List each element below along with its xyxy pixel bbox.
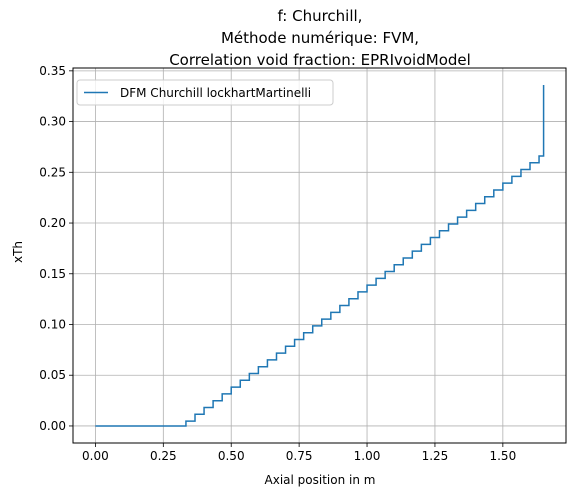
y-tick-label: 0.05 — [39, 368, 66, 382]
chart-title: f: Churchill, Méthode numérique: FVM, Co… — [169, 7, 471, 69]
x-axis-ticks: 0.00 0.25 0.50 0.75 1.00 1.25 1.50 — [82, 443, 516, 463]
y-tick-label: 0.35 — [39, 64, 66, 78]
legend-box — [76, 79, 334, 106]
grid — [73, 68, 566, 443]
title-line-1: f: Churchill, — [278, 7, 363, 25]
y-tick-label: 0.25 — [39, 165, 66, 179]
x-tick-label: 1.25 — [422, 449, 449, 463]
series-layer — [95, 85, 545, 427]
y-tick-label: 0.15 — [39, 267, 66, 281]
x-tick-label: 0.00 — [82, 449, 109, 463]
legend: DFM Churchill lockhartMartinelli — [76, 79, 334, 106]
legend-label: DFM Churchill lockhartMartinelli — [120, 86, 311, 100]
y-tick-label: 0.20 — [39, 216, 66, 230]
series-line — [95, 85, 545, 427]
x-tick-label: 0.25 — [150, 449, 177, 463]
y-axis-label: xTh — [11, 241, 25, 263]
x-tick-label: 0.75 — [286, 449, 313, 463]
x-axis-label: Axial position in m — [265, 473, 376, 487]
y-tick-label: 0.00 — [39, 419, 66, 433]
x-tick-label: 0.50 — [218, 449, 245, 463]
title-line-3: Correlation void fraction: EPRIvoidModel — [169, 51, 471, 69]
x-tick-label: 1.50 — [489, 449, 516, 463]
y-tick-label: 0.30 — [39, 115, 66, 129]
plot-frame — [72, 67, 567, 444]
title-line-2: Méthode numérique: FVM, — [221, 29, 419, 47]
y-tick-label: 0.10 — [39, 317, 66, 331]
x-tick-label: 1.00 — [354, 449, 381, 463]
y-axis-ticks: 0.00 0.05 0.10 0.15 0.20 0.25 0.30 0.35 — [39, 64, 73, 433]
